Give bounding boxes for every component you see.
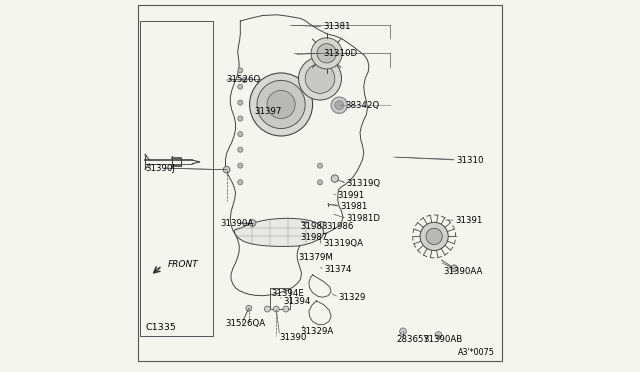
Circle shape — [420, 222, 448, 250]
Text: 31991: 31991 — [338, 191, 365, 200]
Circle shape — [237, 116, 243, 121]
Circle shape — [237, 100, 243, 105]
Text: 28365Y: 28365Y — [396, 335, 429, 344]
Circle shape — [246, 305, 252, 311]
Text: 31526Q: 31526Q — [227, 75, 261, 84]
Circle shape — [311, 38, 342, 69]
Circle shape — [257, 80, 305, 129]
Text: 31310D: 31310D — [323, 49, 357, 58]
Text: 31310: 31310 — [456, 155, 484, 164]
Circle shape — [331, 175, 339, 182]
Text: A3'*0075: A3'*0075 — [458, 347, 495, 356]
Text: C1335: C1335 — [146, 323, 177, 332]
Text: 31986: 31986 — [326, 222, 354, 231]
Text: 31394E: 31394E — [271, 289, 304, 298]
Circle shape — [317, 163, 323, 168]
Text: 31397: 31397 — [254, 108, 282, 116]
Circle shape — [250, 73, 312, 136]
Text: 31391: 31391 — [455, 216, 483, 225]
Text: 31526QA: 31526QA — [226, 320, 266, 328]
Text: 31319QA: 31319QA — [323, 239, 363, 248]
Text: 31390: 31390 — [279, 333, 307, 342]
Circle shape — [264, 306, 270, 312]
Text: 31379M: 31379M — [298, 253, 333, 262]
Text: 31329: 31329 — [339, 293, 366, 302]
Circle shape — [237, 180, 243, 185]
Circle shape — [451, 265, 458, 272]
Circle shape — [242, 77, 247, 83]
Circle shape — [249, 220, 256, 227]
Text: 31981D: 31981D — [347, 214, 381, 223]
Circle shape — [237, 68, 243, 73]
Text: 31394: 31394 — [283, 297, 310, 306]
Circle shape — [267, 90, 295, 119]
Text: 31981: 31981 — [340, 202, 368, 211]
Circle shape — [305, 64, 335, 93]
Polygon shape — [234, 218, 324, 246]
Text: 31381: 31381 — [323, 22, 351, 31]
Circle shape — [331, 97, 348, 113]
Text: 31390AA: 31390AA — [443, 267, 483, 276]
Circle shape — [317, 180, 323, 185]
Circle shape — [237, 84, 243, 89]
Circle shape — [237, 132, 243, 137]
Circle shape — [426, 228, 442, 244]
Text: 31988: 31988 — [301, 222, 328, 231]
Circle shape — [317, 44, 336, 63]
Circle shape — [298, 57, 342, 100]
Circle shape — [335, 101, 344, 110]
Text: 31390A: 31390A — [221, 219, 254, 228]
Text: 38342Q: 38342Q — [345, 101, 380, 110]
Text: 31987: 31987 — [301, 233, 328, 243]
Text: 31390J: 31390J — [146, 164, 176, 173]
Text: 31374: 31374 — [324, 264, 352, 273]
Circle shape — [435, 332, 442, 338]
Circle shape — [273, 306, 279, 312]
Circle shape — [223, 166, 230, 173]
Bar — [140, 21, 212, 336]
Circle shape — [237, 163, 243, 168]
Text: 31390AB: 31390AB — [424, 335, 463, 344]
Text: 31329A: 31329A — [301, 327, 334, 336]
Text: 31319Q: 31319Q — [347, 179, 381, 187]
Circle shape — [237, 147, 243, 152]
Circle shape — [283, 306, 289, 312]
Text: FRONT: FRONT — [167, 260, 198, 269]
Circle shape — [400, 328, 406, 335]
